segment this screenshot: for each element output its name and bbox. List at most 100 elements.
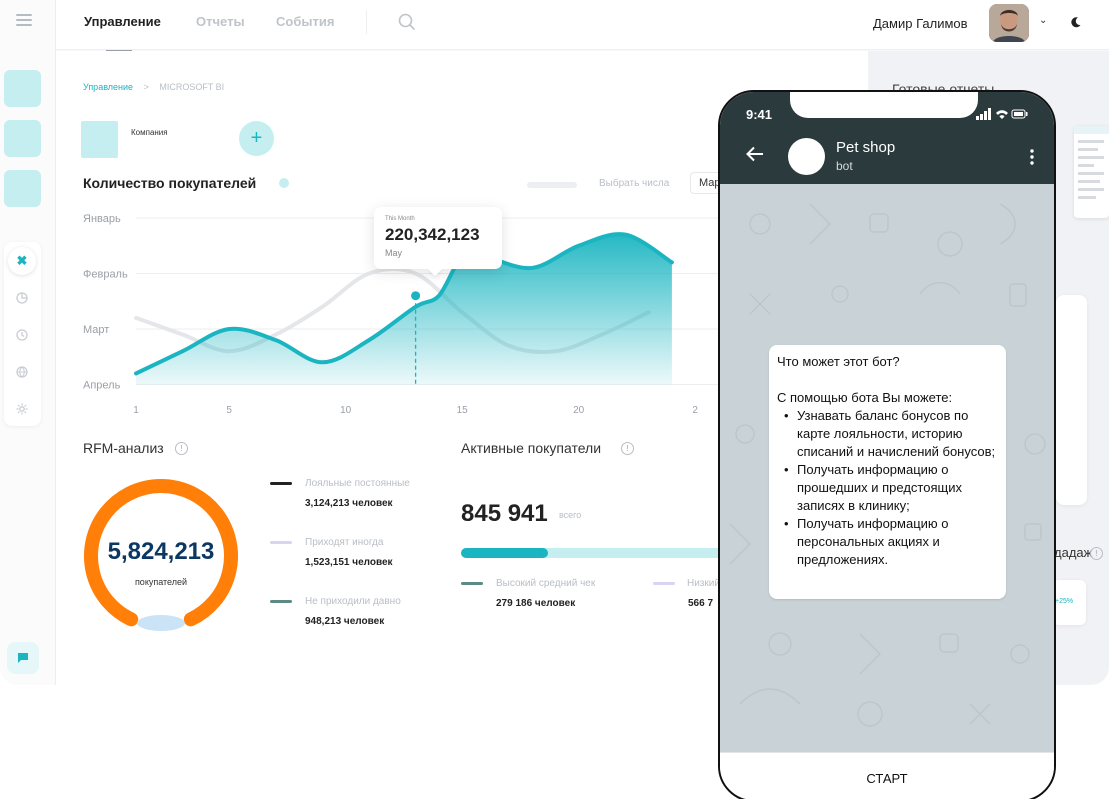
chat-footer: СТАРТ <box>720 752 1054 799</box>
x-tick-label: 2 <box>692 405 698 416</box>
legend-swatch-lapsed <box>270 600 292 603</box>
x-tick-label: 15 <box>457 405 469 416</box>
breadcrumb-root[interactable]: Управление <box>83 82 134 92</box>
user-name[interactable]: Дамир Галимов <box>873 16 968 31</box>
divider <box>366 10 367 34</box>
moon-icon[interactable] <box>1070 15 1082 33</box>
breadcrumb: Управление > MICROSOFT BI <box>83 82 224 92</box>
chat-header: Pet shop bot <box>720 134 1054 184</box>
tooltip-value: 220,342,123 <box>385 225 480 244</box>
legend-label-loyal: Лояльные постоянные <box>305 478 410 489</box>
company-logo[interactable] <box>81 121 118 158</box>
menu-icon[interactable] <box>16 14 32 26</box>
chat-area: Что может этот бот? С помощью бота Вы мо… <box>720 184 1054 752</box>
status-icons <box>976 107 1028 125</box>
phone-notch <box>790 92 978 118</box>
pie-chart-icon[interactable] <box>14 290 30 306</box>
tooltip-month: May <box>385 248 403 258</box>
avatar[interactable] <box>989 4 1029 42</box>
chart-title: Количество покупателей <box>83 175 257 191</box>
report-thumbnail[interactable] <box>1074 126 1109 218</box>
start-button[interactable]: СТАРТ <box>866 771 908 786</box>
range-slider[interactable] <box>527 182 577 188</box>
report-card[interactable] <box>1056 295 1087 505</box>
rfm-donut <box>84 479 238 631</box>
breadcrumb-separator: > <box>143 82 149 92</box>
info-icon[interactable]: ! <box>621 442 634 455</box>
chat-subtitle: bot <box>836 159 853 173</box>
bubble-list-item: Получать информацию о прошедших и предст… <box>777 461 998 515</box>
legend-label-low-check: Низкий <box>687 578 720 589</box>
legend-value-sometimes: 1,523,151 человек <box>305 557 393 568</box>
globe-icon[interactable] <box>14 364 30 380</box>
legend-label-sometimes: Приходят иногда <box>305 537 384 548</box>
sales-card[interactable]: +25% <box>1053 580 1086 625</box>
rfm-total-label: покупателей <box>134 577 188 587</box>
legend-value-high-check: 279 186 человек <box>496 598 576 609</box>
bubble-list-item: Узнавать баланс бонусов по карте лояльно… <box>777 407 998 461</box>
y-tick-label: Март <box>83 324 109 336</box>
legend-value-loyal: 3,124,213 человек <box>305 498 393 509</box>
active-buyers-progress <box>461 548 761 558</box>
info-icon[interactable]: ! <box>1090 547 1103 560</box>
legend-value-lapsed: 948,213 человек <box>305 616 385 627</box>
breadcrumb-current: MICROSOFT BI <box>159 82 225 92</box>
clock-icon[interactable] <box>14 327 30 343</box>
donut-gap-mark <box>137 615 185 631</box>
legend-swatch-low-check <box>653 582 675 585</box>
bubble-title: Что может этот бот? <box>777 354 900 369</box>
sidebar-nav: ✖ <box>4 242 41 426</box>
chat-name: Pet shop <box>836 139 896 156</box>
top-bar: Управление Отчеты События Дамир Галимов … <box>56 0 1109 52</box>
y-tick-label: Февраль <box>83 269 128 281</box>
series-area-primary <box>136 234 672 385</box>
bubble-intro: С помощью бота Вы можете: <box>777 390 953 405</box>
x-tick-label: 1 <box>133 405 139 416</box>
sidebar-app-2[interactable] <box>4 120 41 157</box>
highlight-point[interactable] <box>408 288 424 304</box>
x-tick-label: 5 <box>226 405 232 416</box>
legend-label-lapsed: Не приходили давно <box>305 596 401 607</box>
left-sidebar: ✖ <box>0 0 56 685</box>
legend-value-low-check: 566 7 <box>688 598 714 609</box>
company-label: Компания <box>131 128 168 137</box>
legend-swatch-loyal <box>270 482 292 485</box>
search-icon[interactable] <box>398 13 416 36</box>
donut-ring <box>84 479 238 627</box>
x-tick-label: 10 <box>340 405 352 416</box>
series-line-primary <box>134 232 674 376</box>
more-vertical-icon[interactable] <box>1030 149 1034 170</box>
phone-status-bar: 9:41 <box>720 92 1054 134</box>
chevron-down-icon[interactable]: ⌄ <box>1039 15 1048 26</box>
dashboard-icon[interactable]: ✖ <box>8 247 36 275</box>
x-tick-label: 20 <box>573 405 585 416</box>
legend-swatch-high-check <box>461 582 483 585</box>
bubble-list: Узнавать баланс бонусов по карте лояльно… <box>777 407 998 569</box>
tooltip-period: This Month <box>385 216 415 222</box>
back-arrow-icon[interactable] <box>746 146 764 167</box>
add-company-button[interactable]: + <box>239 121 274 156</box>
bot-avatar[interactable] <box>788 138 825 175</box>
active-buyers-total: 845 941 <box>461 500 548 527</box>
active-buyers-title: Активные покупатели <box>461 440 602 456</box>
y-tick-label: Апрель <box>83 380 121 392</box>
rfm-title: RFM-анализ <box>83 440 164 456</box>
settings-icon[interactable] <box>14 401 30 417</box>
legend-swatch-sometimes <box>270 541 292 544</box>
select-label: Выбрать числа <box>599 178 670 189</box>
bot-message-bubble: Что может этот бот? С помощью бота Вы мо… <box>769 345 1006 599</box>
info-icon[interactable]: ! <box>175 442 188 455</box>
phone-time: 9:41 <box>746 107 773 122</box>
tab-management[interactable]: Управление <box>84 14 161 29</box>
tab-events[interactable]: События <box>276 14 335 29</box>
sidebar-app-1[interactable] <box>4 70 41 107</box>
chat-icon[interactable] <box>7 642 39 674</box>
bubble-list-item: Получать информацию о персональных акция… <box>777 515 998 569</box>
sales-title: дадаж <box>1054 545 1093 560</box>
sidebar-app-3[interactable] <box>4 170 41 207</box>
active-buyers-suffix: всего <box>559 510 582 520</box>
rfm-total: 5,824,213 <box>107 538 215 565</box>
sales-growth: +25% <box>1055 598 1074 605</box>
chat-background-pattern <box>729 203 1046 727</box>
tab-reports[interactable]: Отчеты <box>196 14 245 29</box>
